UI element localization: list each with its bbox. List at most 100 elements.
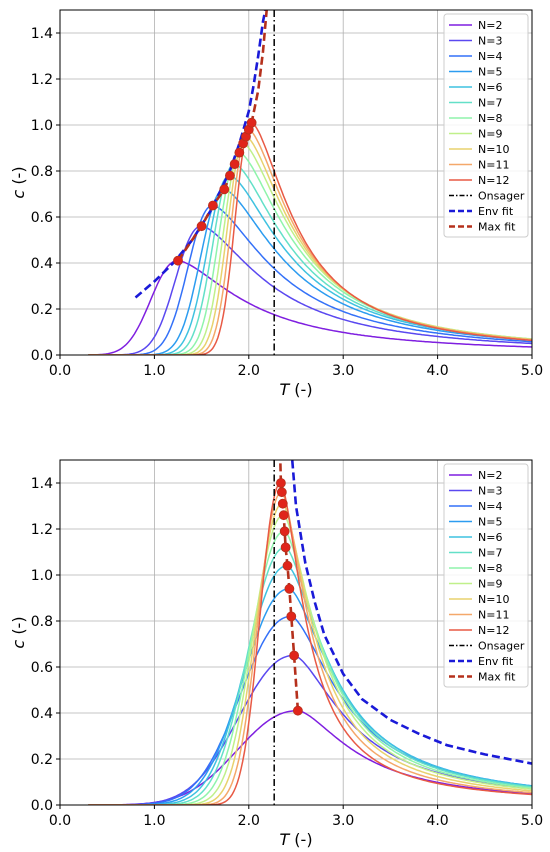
series-line-N=2 [88, 709, 532, 805]
x-tick-label: 5.0 [521, 363, 543, 379]
series-line-N=4 [88, 204, 532, 355]
y-tick-label: 0.8 [31, 614, 53, 630]
x-tick-label: 4.0 [426, 363, 448, 379]
x-tick-label: 1.0 [143, 363, 165, 379]
y-tick-label: 0.4 [31, 256, 53, 272]
peak-marker [275, 478, 286, 488]
legend-label: N=4 [478, 500, 502, 513]
specific-heat-chart-top: 0.0 1.0 2.0 3.0 4.0 5.0 0.0 0.2 0.4 0.6 0.8 1.0 1.2 1… [9, 9, 543, 399]
legend-label: N=10 [478, 143, 509, 156]
series-line-N=11 [88, 491, 532, 805]
series-line-N=12 [88, 121, 532, 355]
peak-marker [219, 184, 230, 195]
max-fit-line [176, 10, 268, 262]
peak-marker [276, 487, 287, 498]
y-tick-label: 1.2 [31, 522, 53, 538]
peak-marker [225, 170, 235, 181]
legend-label: N=5 [478, 66, 502, 79]
legend-label: N=8 [478, 562, 502, 575]
plot-frame [59, 459, 533, 806]
legend-label: N=10 [478, 593, 509, 606]
peak-marker [246, 117, 257, 128]
legend-label: N=2 [478, 19, 502, 32]
peak-marker [286, 611, 297, 622]
series-line-N=12 [88, 482, 532, 805]
y-axis-title: c (-) [9, 166, 28, 198]
x-tick-label: 1.0 [143, 813, 165, 829]
legend: N=2 N=3 N=4 N=5 N=6 N=7 N=8 N=9 N=10 N=11 N=12 Onsa… [443, 13, 529, 238]
legend-label: N=12 [478, 174, 509, 187]
x-tick-label: 0.0 [49, 363, 71, 379]
legend-label: N=6 [478, 81, 502, 94]
plot-area [88, 10, 532, 355]
series-line-N=5 [88, 188, 532, 355]
y-tick-label: 0.0 [31, 798, 53, 814]
legend-label: N=9 [478, 128, 502, 141]
plot-area [88, 460, 532, 805]
legend-label: N=5 [478, 516, 502, 529]
x-tick-label: 3.0 [332, 813, 354, 829]
legend-label: N=2 [478, 469, 502, 482]
peak-marker [196, 221, 207, 232]
y-tick-label: 0.6 [31, 660, 53, 676]
legend-label: N=11 [478, 609, 509, 622]
peak-marker [280, 542, 291, 553]
legend-label: Onsager [478, 640, 525, 653]
env-fit-line [134, 10, 267, 299]
x-tick-label: 4.0 [426, 813, 448, 829]
peak-marker [279, 526, 290, 537]
y-tick-label: 1.0 [31, 568, 53, 584]
legend: N=2 N=3 N=4 N=5 N=6 N=7 N=8 N=9 N=10 N=11 N=12 Onsa… [443, 463, 529, 688]
x-tick-label: 2.0 [238, 363, 260, 379]
legend-label: N=12 [478, 624, 509, 637]
y-tick-label: 1.2 [31, 72, 53, 88]
y-tick-label: 0.2 [31, 302, 53, 318]
peak-marker [282, 560, 293, 571]
legend-label: N=9 [478, 578, 502, 591]
x-tick-label: 2.0 [238, 813, 260, 829]
y-tick-label: 0.2 [31, 752, 53, 768]
legend-box [443, 463, 529, 688]
specific-heat-chart-bottom: 0.0 1.0 2.0 3.0 4.0 5.0 0.0 0.2 0.4 0.6 0.8 1.0 1.2 1… [9, 459, 543, 849]
series-line-N=2 [88, 259, 532, 355]
y-tick-label: 1.4 [31, 26, 53, 42]
legend-label: N=8 [478, 112, 502, 125]
x-tick-label: 0.0 [49, 813, 71, 829]
peak-marker [229, 159, 240, 170]
legend-label: Onsager [478, 190, 525, 203]
legend-label: N=4 [478, 50, 502, 63]
peak-marker [289, 650, 300, 661]
legend-label: Max fit [478, 221, 516, 234]
legend-label: N=7 [478, 97, 502, 110]
x-tick-label: 5.0 [521, 813, 543, 829]
y-tick-label: 0.0 [31, 348, 53, 364]
legend-label: N=6 [478, 531, 502, 544]
x-axis-title: T (-) [279, 380, 312, 399]
peak-marker [208, 200, 218, 211]
series-line-N=9 [88, 514, 532, 805]
series-line-N=3 [88, 225, 532, 355]
y-tick-label: 1.4 [31, 476, 53, 492]
peak-marker [292, 705, 303, 716]
peak-marker [278, 510, 289, 521]
series-line-N=10 [88, 502, 532, 805]
peak-marker [277, 498, 288, 509]
legend-label: Max fit [478, 671, 516, 684]
legend-label: N=3 [478, 35, 502, 48]
legend-label: Env fit [478, 205, 514, 218]
peak-marker [173, 255, 183, 266]
y-tick-label: 0.4 [31, 706, 53, 722]
legend-label: N=7 [478, 547, 502, 560]
peak-marker [234, 147, 245, 158]
plot-frame [59, 9, 533, 356]
y-tick-label: 0.8 [31, 164, 53, 180]
legend-label: Env fit [478, 655, 514, 668]
y-tick-label: 1.0 [31, 118, 53, 134]
legend-label: N=3 [478, 485, 502, 498]
y-tick-label: 0.6 [31, 210, 53, 226]
x-axis-title: T (-) [279, 830, 312, 849]
x-tick-label: 3.0 [332, 363, 354, 379]
legend-label: N=11 [478, 159, 509, 172]
legend-box [443, 13, 529, 238]
peak-marker [284, 583, 295, 594]
